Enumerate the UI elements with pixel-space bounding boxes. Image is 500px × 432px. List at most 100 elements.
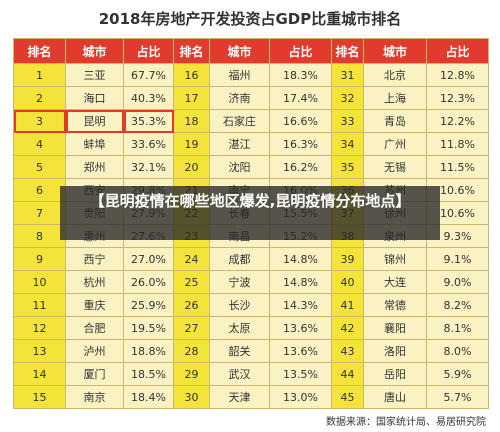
table-cell: 南京	[65, 385, 124, 409]
table-cell: 14	[13, 362, 66, 386]
table-cell: 18.4%	[123, 385, 174, 409]
header-cell: 城市	[209, 38, 270, 64]
table-cell: 三亚	[65, 63, 124, 87]
table-cell: 43	[331, 339, 364, 363]
table-cell: 14.3%	[269, 293, 332, 317]
table-row: 2 海口 40.3% 17 济南 17.4% 32 上海 12.3%	[13, 86, 489, 110]
table-cell: 12	[13, 316, 66, 340]
table-cell: 34	[331, 132, 364, 156]
table-cell: 常德	[363, 293, 427, 317]
table-cell: 12.3%	[426, 86, 489, 110]
table-cell: 5.7%	[426, 385, 489, 409]
table-cell: 41	[331, 293, 364, 317]
table-row: 5 郑州 32.1% 20 沈阳 16.2% 35 无锡 11.5%	[13, 155, 489, 179]
table-cell: 6	[13, 178, 66, 202]
table-cell: 4	[13, 132, 66, 156]
table-row: 12 合肥 19.5% 27 太原 13.6% 42 襄阳 8.1%	[13, 316, 489, 340]
table-cell: 唐山	[363, 385, 427, 409]
table-row: 4 蚌埠 33.6% 19 湛江 16.3% 34 广州 11.8%	[13, 132, 489, 156]
table-row: 10 杭州 26.0% 25 宁波 14.8% 40 大连 9.0%	[13, 270, 489, 294]
table-cell: 16.3%	[269, 132, 332, 156]
table-cell: 7	[13, 201, 66, 225]
table-cell: 13.0%	[269, 385, 332, 409]
table-cell: 9	[13, 247, 66, 271]
table-cell: 锦州	[363, 247, 427, 271]
table-cell: 32	[331, 86, 364, 110]
table-cell: 上海	[363, 86, 427, 110]
table-cell: 14.8%	[269, 247, 332, 271]
table-row: 15 南京 18.4% 30 天津 13.0% 45 唐山 5.7%	[13, 385, 489, 409]
table-cell: 42	[331, 316, 364, 340]
table-cell: 33.6%	[123, 132, 174, 156]
table-cell: 泸州	[65, 339, 124, 363]
table-cell: 13	[13, 339, 66, 363]
table-cell: 厦门	[65, 362, 124, 386]
header-cell: 排名	[13, 38, 66, 64]
table-cell: 18	[173, 109, 210, 133]
table-cell: 35.3%	[123, 109, 174, 133]
table-cell: 10	[13, 270, 66, 294]
table-row: 13 泸州 18.8% 28 韶关 13.6% 43 洛阳 8.0%	[13, 339, 489, 363]
table-cell: 18.3%	[269, 63, 332, 87]
table-cell: 26	[173, 293, 210, 317]
table-row: 14 厦门 18.5% 29 武汉 13.5% 44 岳阳 5.9%	[13, 362, 489, 386]
table-cell: 岳阳	[363, 362, 427, 386]
table-cell: 32.1%	[123, 155, 174, 179]
table-cell: 13.6%	[269, 316, 332, 340]
table-cell: 44	[331, 362, 364, 386]
table-cell: 25.9%	[123, 293, 174, 317]
table-cell: 17	[173, 86, 210, 110]
table-cell: 杭州	[65, 270, 124, 294]
header-cell: 占比	[269, 38, 332, 64]
table-cell: 天津	[209, 385, 270, 409]
title: 2018年房地产开发投资占GDP比重城市排名	[98, 10, 402, 28]
table-cell: 重庆	[65, 293, 124, 317]
table-cell: 19	[173, 132, 210, 156]
table-cell: 石家庄	[209, 109, 270, 133]
table-cell: 青岛	[363, 109, 427, 133]
table-cell: 1	[13, 63, 66, 87]
table-cell: 无锡	[363, 155, 427, 179]
table-cell: 湛江	[209, 132, 270, 156]
header-cell: 占比	[426, 38, 489, 64]
table-cell: 16.2%	[269, 155, 332, 179]
table-cell: 洛阳	[363, 339, 427, 363]
table-cell: 11.8%	[426, 132, 489, 156]
table-cell: 11.5%	[426, 155, 489, 179]
table-cell: 14.8%	[269, 270, 332, 294]
table-cell: 16.6%	[269, 109, 332, 133]
table-cell: 8.2%	[426, 293, 489, 317]
table-cell: 25	[173, 270, 210, 294]
table-cell: 3	[13, 109, 66, 133]
table-cell: 海口	[65, 86, 124, 110]
caption-overlay	[60, 186, 440, 240]
table-cell: 合肥	[65, 316, 124, 340]
header-cell: 排名	[331, 38, 364, 64]
table-cell: 西宁	[65, 247, 124, 271]
table-cell: 韶关	[209, 339, 270, 363]
table-cell: 8	[13, 224, 66, 248]
table-cell: 北京	[363, 63, 427, 87]
table-cell: 长沙	[209, 293, 270, 317]
table-cell: 成都	[209, 247, 270, 271]
table-cell: 9.0%	[426, 270, 489, 294]
source-note: 数据来源：国家统计局、易居研究院	[326, 417, 486, 428]
table-cell: 13.5%	[269, 362, 332, 386]
table-cell: 40.3%	[123, 86, 174, 110]
header-cell: 排名	[173, 38, 210, 64]
header-cell: 占比	[123, 38, 174, 64]
table-row: 1 三亚 67.7% 16 福州 18.3% 31 北京 12.8%	[13, 63, 489, 87]
caption: 【昆明疫情在哪些地区爆发,昆明疫情分布地点】	[89, 192, 411, 210]
table-cell: 5	[13, 155, 66, 179]
table-cell: 8.1%	[426, 316, 489, 340]
table-cell: 27.0%	[123, 247, 174, 271]
table-cell: 24	[173, 247, 210, 271]
table-cell: 13.6%	[269, 339, 332, 363]
table-cell: 5.9%	[426, 362, 489, 386]
header-row: 排名 城市 占比 排名 城市 占比 排名 城市 占比	[13, 38, 489, 64]
table-cell: 襄阳	[363, 316, 427, 340]
table-cell: 蚌埠	[65, 132, 124, 156]
table-cell: 45	[331, 385, 364, 409]
table-cell: 大连	[363, 270, 427, 294]
table-cell: 29	[173, 362, 210, 386]
